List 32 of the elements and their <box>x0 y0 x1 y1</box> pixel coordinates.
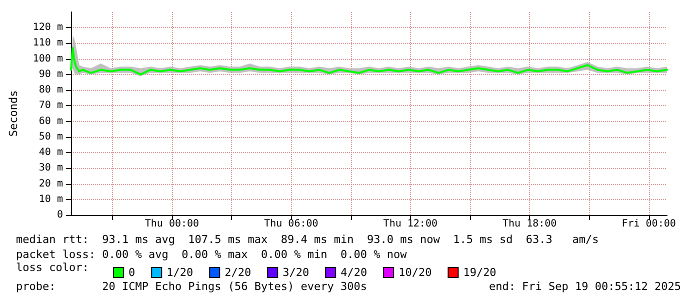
y-tick-label: 50 m <box>38 131 63 142</box>
legend-title: loss color: <box>16 261 89 274</box>
legend-label: 1/20 <box>166 266 194 279</box>
x-tick-label: Fri 00:00 <box>622 218 676 230</box>
y-tick-label: 120 m <box>32 22 63 34</box>
y-tick-label: 70 m <box>38 100 63 112</box>
y-tick-label: 80 m <box>38 84 63 96</box>
legend-label: 4/20 <box>340 266 368 279</box>
legend-label: 0 <box>128 266 136 279</box>
y-tick-label: 30 m <box>38 162 63 174</box>
legend-label: 19/20 <box>463 266 496 279</box>
text: probe: 20 ICMP Echo Pings (56 Bytes) every 300s <box>16 280 367 293</box>
x-tick-label: Thu 00:00 <box>144 218 200 230</box>
y-tick-label: 20 m <box>38 178 63 190</box>
legend-label: 2/20 <box>224 266 252 279</box>
line-series <box>70 46 668 76</box>
text: end: Fri Sep 19 00:55:12 2025 <box>488 280 682 293</box>
y-tick-label: 0 <box>56 210 63 220</box>
y-tick-label: 40 m <box>38 147 63 158</box>
y-axis-title: Seconds <box>7 90 20 137</box>
legend-label: 10/20 <box>398 266 432 279</box>
x-tick-label: Thu 06:00 <box>264 218 318 230</box>
y-tick-label: 10 m <box>38 194 63 205</box>
legend-label: 3/20 <box>282 266 310 279</box>
x-tick-label: Thu 18:00 <box>502 218 557 230</box>
x-tick-label: Thu 12:00 <box>383 218 438 230</box>
text: packet loss: 0.00 % avg 0.00 % max 0.00 % min 0.00 % now <box>16 248 408 261</box>
y-tick-label: 90 m <box>38 68 63 80</box>
text: median rtt: 93.1 ms avg 107.5 ms max 89.4 ms min 93.0 ms now 1.5 ms sd 63.3 am/s <box>16 233 599 246</box>
y-tick-label: 100 m <box>32 53 63 64</box>
y-tick-label: 60 m <box>38 116 63 127</box>
y-tick-label: 110 m <box>32 38 63 49</box>
